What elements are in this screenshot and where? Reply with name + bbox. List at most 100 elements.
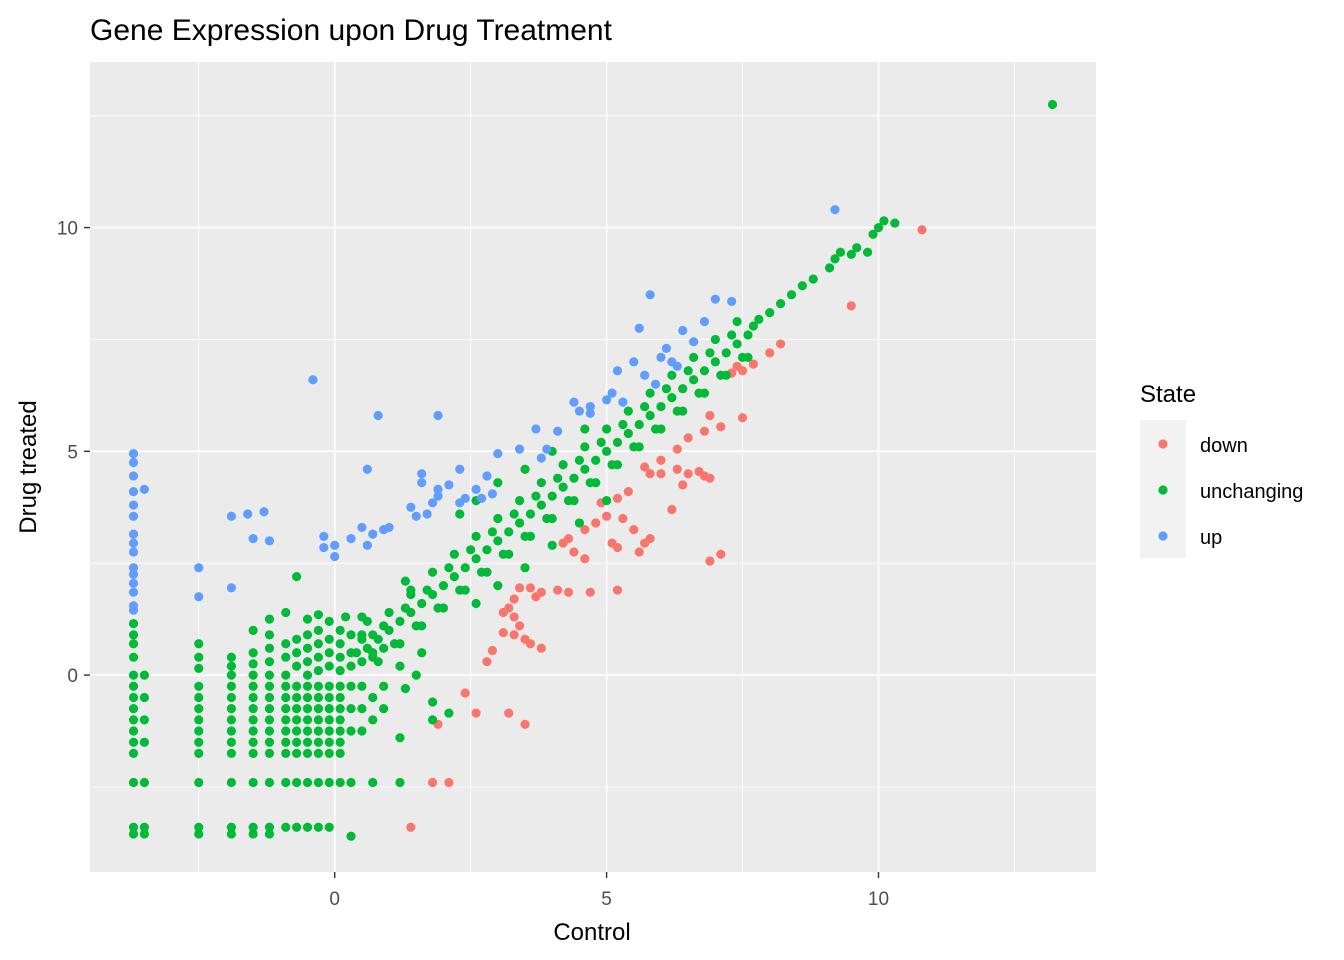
point-unchanging [580, 442, 590, 452]
point-down [525, 639, 536, 649]
point-unchanging [264, 657, 275, 667]
point-unchanging [346, 831, 356, 841]
point-up [612, 366, 623, 376]
point-down [683, 469, 693, 479]
point-down [656, 469, 666, 479]
point-unchanging [324, 661, 334, 671]
point-unchanging [128, 777, 139, 788]
point-up [656, 352, 666, 362]
point-up [128, 587, 139, 597]
point-unchanging [400, 683, 410, 694]
point-unchanging [553, 473, 563, 483]
point-unchanging [596, 437, 606, 447]
point-unchanging [139, 715, 149, 725]
point-unchanging [487, 527, 497, 537]
point-up [531, 424, 541, 434]
point-unchanging [873, 222, 884, 233]
point-unchanging [313, 692, 323, 703]
point-unchanging [346, 630, 356, 640]
point-unchanging [264, 630, 275, 640]
point-unchanging [313, 610, 323, 620]
point-unchanging [281, 726, 291, 736]
point-up [362, 464, 372, 474]
point-unchanging [128, 619, 139, 629]
point-down [553, 585, 563, 595]
point-unchanging [471, 598, 481, 609]
point-unchanging [721, 348, 731, 358]
point-unchanging [313, 777, 323, 788]
legend-title: State [1140, 381, 1196, 408]
point-unchanging [547, 513, 557, 524]
point-unchanging [281, 639, 291, 649]
point-unchanging [313, 681, 323, 691]
point-down [558, 538, 568, 548]
point-unchanging [324, 715, 334, 725]
point-unchanging [302, 681, 313, 691]
point-unchanging [281, 652, 291, 662]
point-unchanging [623, 406, 633, 416]
point-unchanging [449, 572, 459, 582]
point-unchanging [128, 692, 139, 703]
point-unchanging [444, 708, 454, 718]
point-unchanging [471, 554, 481, 564]
point-unchanging [427, 715, 438, 725]
point-unchanging [128, 748, 139, 759]
point-unchanging [357, 704, 367, 714]
point-unchanging [830, 254, 840, 264]
point-up [259, 507, 269, 517]
point-up [460, 493, 470, 503]
point-unchanging [128, 670, 139, 680]
point-unchanging [368, 777, 378, 788]
y-tick-label: 5 [67, 442, 78, 463]
point-unchanging [656, 401, 666, 412]
point-unchanging [846, 249, 856, 260]
point-unchanging [514, 518, 525, 528]
point-unchanging [368, 648, 378, 658]
point-unchanging [128, 715, 139, 725]
point-unchanging [531, 491, 541, 501]
point-up [194, 592, 204, 602]
point-up [727, 296, 737, 307]
point-unchanging [335, 737, 345, 747]
point-unchanging [139, 829, 149, 839]
point-down [705, 473, 715, 483]
point-unchanging [346, 726, 356, 736]
point-unchanging [379, 643, 389, 653]
point-down [612, 493, 623, 503]
point-unchanging [395, 616, 405, 626]
point-down [591, 518, 601, 528]
point-down [509, 612, 519, 622]
point-unchanging [194, 692, 204, 703]
point-unchanging [313, 666, 323, 676]
point-up [417, 469, 427, 479]
point-unchanging [683, 366, 693, 376]
point-unchanging [863, 247, 873, 257]
point-unchanging [248, 822, 258, 832]
point-down [705, 410, 715, 421]
point-up [128, 547, 139, 557]
point-unchanging [194, 777, 204, 788]
point-unchanging [302, 630, 313, 640]
point-unchanging [634, 419, 644, 430]
plot-panel [90, 62, 1096, 872]
point-up [427, 498, 438, 508]
chart-title: Gene Expression upon Drug Treatment [90, 14, 613, 47]
point-up [640, 370, 650, 380]
point-unchanging [292, 748, 302, 759]
point-up [248, 534, 258, 544]
point-up [699, 316, 710, 327]
point-unchanging [678, 406, 688, 416]
point-down [656, 455, 666, 465]
point-up [243, 509, 253, 519]
point-unchanging [721, 370, 731, 380]
point-unchanging [890, 218, 900, 228]
point-unchanging [128, 704, 139, 714]
point-up [618, 397, 628, 407]
point-unchanging [128, 652, 139, 662]
point-unchanging [248, 715, 258, 725]
point-unchanging [128, 630, 139, 640]
point-unchanging [292, 648, 302, 658]
point-up [650, 379, 661, 389]
point-unchanging [139, 777, 149, 788]
